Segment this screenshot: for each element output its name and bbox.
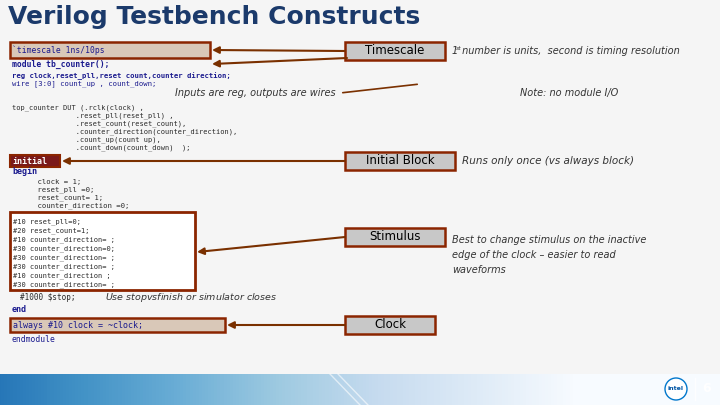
Text: `timescale 1ns/10ps: `timescale 1ns/10ps bbox=[12, 45, 104, 55]
Text: initial: initial bbox=[12, 156, 47, 166]
Text: .reset_count(reset_count),: .reset_count(reset_count), bbox=[12, 121, 186, 127]
Text: endmodule: endmodule bbox=[12, 335, 56, 345]
Text: reg clock,reset_pll,reset count,counter direction;: reg clock,reset_pll,reset count,counter … bbox=[12, 72, 230, 80]
Bar bbox=[345, 152, 455, 170]
Text: #20 reset_count=1;: #20 reset_count=1; bbox=[13, 228, 89, 234]
Text: .count_up(count up),: .count_up(count up), bbox=[12, 136, 161, 143]
Text: #1000 $stop;: #1000 $stop; bbox=[20, 294, 76, 303]
Text: counter_direction =0;: counter_direction =0; bbox=[20, 202, 130, 209]
Text: Stimulus: Stimulus bbox=[369, 230, 420, 243]
Bar bbox=[345, 42, 445, 60]
Text: intel: intel bbox=[668, 386, 684, 392]
Text: .reset_pll(reset_pll) ,: .reset_pll(reset_pll) , bbox=[12, 113, 174, 119]
Text: #10 counter_direction ;: #10 counter_direction ; bbox=[13, 273, 111, 279]
Text: end: end bbox=[12, 305, 27, 315]
Text: #30 counter_direction=0;: #30 counter_direction=0; bbox=[13, 246, 115, 252]
Text: Use $stop vs $finish or simulator closes: Use $stop vs $finish or simulator closes bbox=[105, 292, 277, 305]
Bar bbox=[10, 155, 60, 167]
Text: .count_down(count_down)  );: .count_down(count_down) ); bbox=[12, 145, 191, 151]
Text: module tb_counter();: module tb_counter(); bbox=[12, 60, 109, 68]
Text: number is units,  second is timing resolution: number is units, second is timing resolu… bbox=[459, 46, 680, 56]
Bar bbox=[10, 318, 225, 332]
Text: Note: no module I/O: Note: no module I/O bbox=[520, 88, 618, 98]
Text: #30 counter_direction= ;: #30 counter_direction= ; bbox=[13, 282, 115, 288]
Text: begin: begin bbox=[12, 168, 37, 177]
Text: always #10 clock = ~clock;: always #10 clock = ~clock; bbox=[13, 320, 143, 330]
Text: Best to change stimulus on the inactive
edge of the clock – easier to read
wavef: Best to change stimulus on the inactive … bbox=[452, 235, 647, 275]
Text: #30 counter_direction= ;: #30 counter_direction= ; bbox=[13, 255, 115, 261]
Text: Clock: Clock bbox=[374, 318, 406, 332]
Text: Initial Block: Initial Block bbox=[366, 154, 434, 168]
Text: #10 reset_pll=0;: #10 reset_pll=0; bbox=[13, 219, 81, 225]
Text: Runs only once (vs always block): Runs only once (vs always block) bbox=[462, 156, 634, 166]
Text: #10 counter_direction= ;: #10 counter_direction= ; bbox=[13, 237, 115, 243]
Text: Verilog Testbench Constructs: Verilog Testbench Constructs bbox=[8, 5, 420, 29]
Text: Inputs are reg, outputs are wires: Inputs are reg, outputs are wires bbox=[175, 88, 336, 98]
Bar bbox=[10, 212, 195, 290]
Text: reset_count= 1;: reset_count= 1; bbox=[20, 195, 103, 201]
Text: 6: 6 bbox=[703, 382, 711, 396]
Text: clock = 1;: clock = 1; bbox=[20, 179, 81, 185]
Text: Timescale: Timescale bbox=[365, 45, 425, 58]
Text: reset_pll =0;: reset_pll =0; bbox=[20, 187, 94, 193]
Text: #30 counter_direction= ;: #30 counter_direction= ; bbox=[13, 264, 115, 270]
Text: st: st bbox=[456, 47, 462, 51]
Text: wire [3:0] count_up , count_down;: wire [3:0] count_up , count_down; bbox=[12, 81, 156, 87]
Text: .counter_direction(counter_direction),: .counter_direction(counter_direction), bbox=[12, 129, 238, 135]
Bar bbox=[10, 42, 210, 58]
Bar bbox=[345, 316, 435, 334]
Bar bbox=[345, 228, 445, 246]
Text: 1: 1 bbox=[452, 46, 458, 56]
Text: top_counter DUT (.rclk(clock) ,: top_counter DUT (.rclk(clock) , bbox=[12, 104, 144, 111]
Circle shape bbox=[665, 378, 687, 400]
